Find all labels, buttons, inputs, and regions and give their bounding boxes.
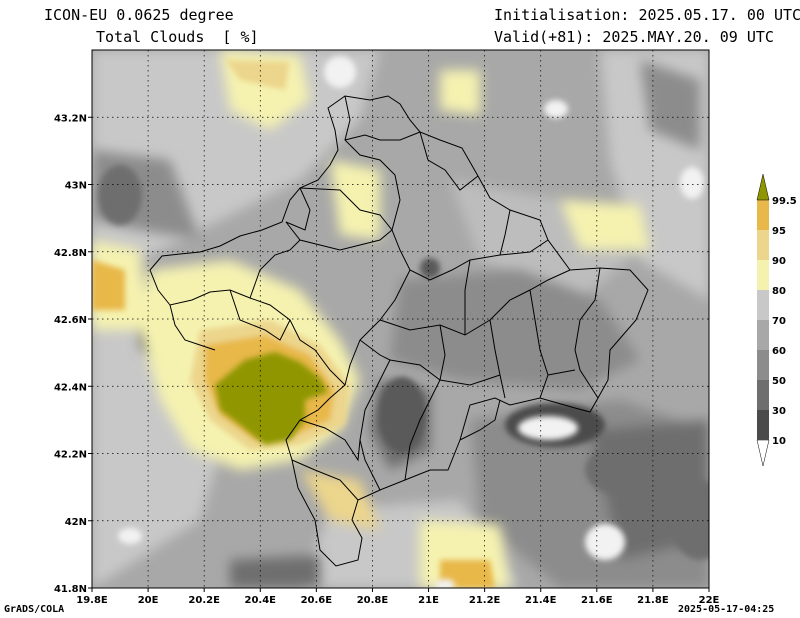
colorbar-label: 70 bbox=[772, 316, 786, 327]
lat-tick-label: 43N bbox=[65, 181, 87, 192]
colorbar-label: 80 bbox=[772, 286, 786, 297]
valid-time: Valid(+81): 2025.MAY.20. 09 UTC bbox=[494, 28, 774, 46]
lat-tick-label: 41.8N bbox=[54, 584, 87, 595]
lon-tick-label: 20.8E bbox=[357, 595, 389, 606]
init-time: Initialisation: 2025.05.17. 00 UTC bbox=[494, 6, 800, 24]
lon-tick-label: 20.6E bbox=[301, 595, 333, 606]
colorbar-label: 50 bbox=[772, 376, 786, 387]
lat-tick-label: 42N bbox=[65, 517, 87, 528]
colorbar-lower-triangle bbox=[756, 439, 770, 467]
lon-tick-label: 22E bbox=[699, 595, 720, 606]
lat-tick-label: 42.4N bbox=[54, 382, 87, 393]
cloud-field bbox=[92, 50, 709, 588]
axis-ticks bbox=[88, 116, 710, 592]
colorbar-label: 30 bbox=[772, 406, 786, 417]
colorbar-swatch bbox=[757, 350, 769, 380]
lon-tick-label: 19.8E bbox=[76, 595, 108, 606]
colorbar-swatch bbox=[757, 410, 769, 440]
colorbar-swatch bbox=[757, 320, 769, 350]
colorbar-upper-triangle bbox=[756, 173, 770, 201]
colorbar-swatch bbox=[757, 230, 769, 260]
borders bbox=[149, 95, 649, 567]
lon-tick-label: 21.2E bbox=[469, 595, 501, 606]
colorbar-label: 99.5 bbox=[772, 196, 797, 207]
lat-tick-label: 43.2N bbox=[54, 113, 87, 124]
lon-tick-label: 21E bbox=[418, 595, 439, 606]
colorbar: 10 30 50 60 70 80 90 95 99.5 bbox=[756, 173, 797, 467]
lon-tick-label: 20.2E bbox=[188, 595, 220, 606]
colorbar-swatch bbox=[757, 260, 769, 290]
colorbar-swatch bbox=[757, 290, 769, 320]
lat-tick-label: 42.8N bbox=[54, 248, 87, 259]
lat-tick-label: 42.6N bbox=[54, 315, 87, 326]
latitude-tick-labels: 41.8N 42N 42.2N 42.4N 42.6N 42.8N 43N 43.2N bbox=[54, 113, 87, 595]
variable-title: Total Clouds [ %] bbox=[96, 28, 259, 46]
colorbar-label: 90 bbox=[772, 256, 786, 267]
colorbar-label: 10 bbox=[772, 436, 786, 447]
software-credit: GrADS/COLA bbox=[4, 604, 65, 615]
colorbar-label: 95 bbox=[772, 226, 786, 237]
colorbar-swatch bbox=[757, 200, 769, 230]
colorbar-label: 60 bbox=[772, 346, 786, 357]
lon-tick-label: 20.4E bbox=[245, 595, 277, 606]
render-timestamp: 2025-05-17-04:25 bbox=[678, 604, 775, 615]
lon-tick-label: 21.8E bbox=[637, 595, 669, 606]
lat-tick-label: 42.2N bbox=[54, 450, 87, 461]
model-title: ICON-EU 0.0625 degree bbox=[44, 6, 234, 24]
lon-tick-label: 20E bbox=[138, 595, 159, 606]
lon-tick-label: 21.6E bbox=[581, 595, 613, 606]
colorbar-swatch bbox=[757, 380, 769, 410]
lon-tick-label: 21.4E bbox=[525, 595, 557, 606]
longitude-tick-labels: 19.8E 20E 20.2E 20.4E 20.6E 20.8E 21E 21.2E 21.4… bbox=[76, 595, 719, 606]
